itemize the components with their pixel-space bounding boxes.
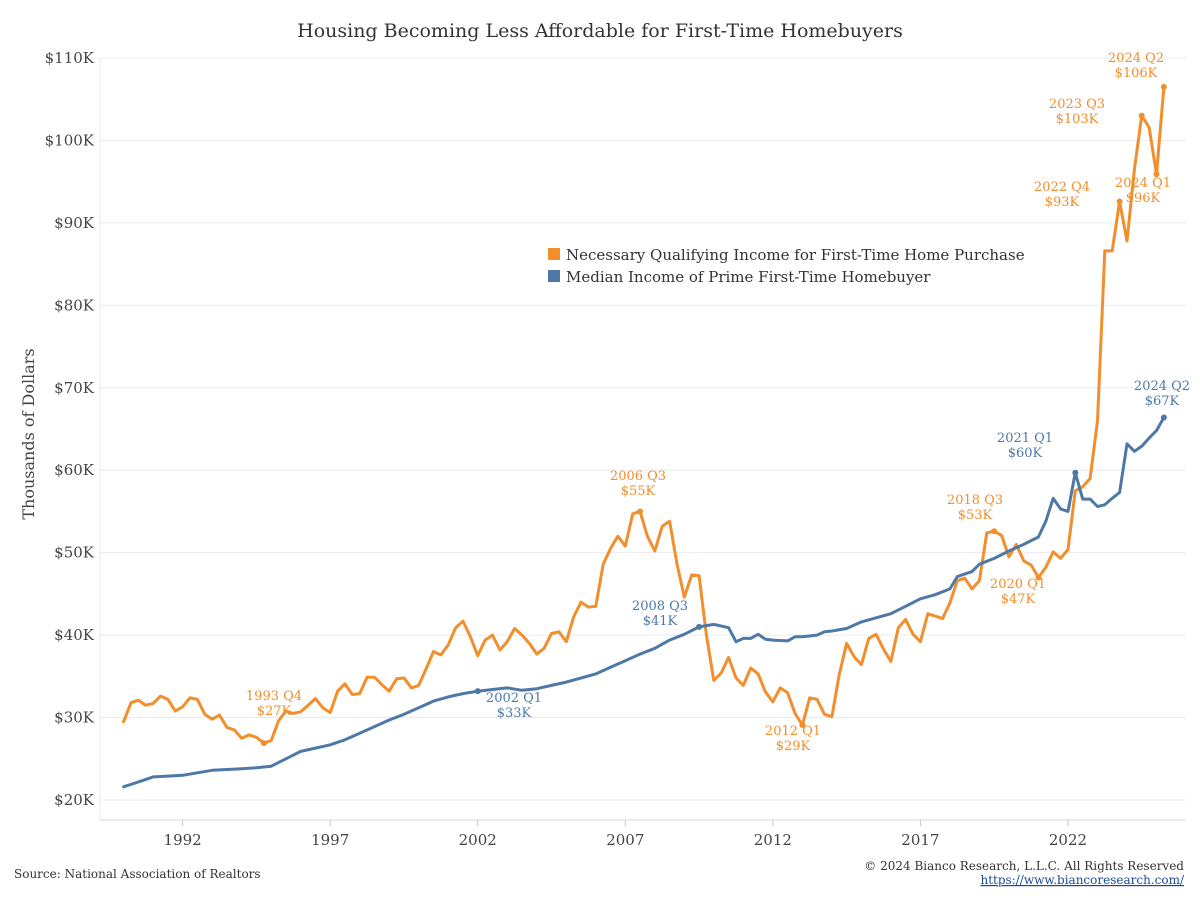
y-tick-label: $40K bbox=[54, 626, 95, 644]
annotation-point bbox=[1160, 414, 1167, 421]
annotation-period: 2024 Q1 bbox=[1115, 176, 1171, 191]
annotation-value: $33K bbox=[497, 706, 532, 721]
annotation-value: $96K bbox=[1126, 191, 1161, 206]
annotation-point bbox=[1072, 469, 1079, 476]
series-lines bbox=[122, 85, 1166, 789]
annotation-point bbox=[260, 740, 267, 747]
gridlines bbox=[99, 57, 1186, 820]
annotation-value: $67K bbox=[1145, 394, 1180, 409]
annotation-value: $29K bbox=[776, 739, 811, 754]
series-line-qualifying-income bbox=[122, 85, 1166, 745]
annotation-value: $103K bbox=[1056, 112, 1099, 127]
annotation-point bbox=[637, 508, 644, 515]
y-axis-title: Thousands of Dollars bbox=[19, 348, 38, 519]
y-tick-label: $50K bbox=[54, 544, 95, 562]
y-tick-label: $100K bbox=[45, 131, 95, 149]
legend-item-qualifying-income: Necessary Qualifying Income for First-Ti… bbox=[548, 246, 1025, 264]
legend: Necessary Qualifying Income for First-Ti… bbox=[548, 246, 1025, 286]
x-tick-label: 1992 bbox=[164, 831, 202, 849]
annotation-value: $47K bbox=[1001, 592, 1036, 607]
annotation-period: 2024 Q2 bbox=[1134, 379, 1190, 394]
annotation-point bbox=[696, 623, 703, 630]
x-tick-label: 2012 bbox=[754, 831, 792, 849]
annotation-point bbox=[1160, 83, 1167, 90]
y-tick-label: $60K bbox=[54, 461, 95, 479]
x-tick-label: 2007 bbox=[606, 831, 644, 849]
legend-swatch-qualifying-income bbox=[548, 248, 560, 260]
x-tick-label: 1997 bbox=[311, 831, 349, 849]
annotation-point bbox=[1035, 574, 1042, 581]
annotation-period: 2018 Q3 bbox=[947, 493, 1003, 508]
y-tick-label: $110K bbox=[45, 49, 95, 67]
copyright-note: © 2024 Bianco Research, L.L.C. All Right… bbox=[864, 859, 1184, 873]
x-axis-ticks: 1992 1997 2002 2007 2012 2017 2022 bbox=[164, 820, 1087, 849]
y-tick-label: $70K bbox=[54, 379, 95, 397]
annotation-period: 1993 Q4 bbox=[246, 689, 302, 704]
website-link[interactable]: https://www.biancoresearch.com/ bbox=[980, 873, 1184, 887]
annotation-value: $53K bbox=[958, 508, 993, 523]
y-tick-label: $30K bbox=[54, 709, 95, 727]
annotations: 1993 Q4$27K 2006 Q3$55K 2012 Q1$29K 2018 Q3… bbox=[246, 51, 1190, 754]
annotation-period: 2020 Q1 bbox=[990, 577, 1046, 592]
annotation-point bbox=[799, 721, 806, 728]
annotation-period: 2008 Q3 bbox=[632, 599, 688, 614]
annotation-value: $41K bbox=[643, 614, 678, 629]
annotation-value: $27K bbox=[257, 704, 292, 719]
source-note: Source: National Association of Realtors bbox=[14, 867, 261, 881]
y-tick-label: $90K bbox=[54, 214, 95, 232]
annotation-value: $106K bbox=[1115, 66, 1158, 81]
legend-swatch-median-income bbox=[548, 270, 560, 282]
annotation-period: 2021 Q1 bbox=[997, 431, 1053, 446]
annotation-point bbox=[1138, 112, 1145, 119]
chart-title: Housing Becoming Less Affordable for Fir… bbox=[297, 20, 903, 42]
series-line-median-income bbox=[122, 416, 1166, 789]
annotation-period: 2006 Q3 bbox=[610, 469, 666, 484]
annotation-point bbox=[1116, 198, 1123, 205]
legend-label-median-income: Median Income of Prime First-Time Homebu… bbox=[566, 268, 931, 286]
y-tick-label: $80K bbox=[54, 296, 95, 314]
annotation-period: 2002 Q1 bbox=[486, 691, 542, 706]
annotation-period: 2024 Q2 bbox=[1108, 51, 1164, 66]
annotation-period: 2012 Q1 bbox=[765, 724, 821, 739]
annotation-period: 2023 Q3 bbox=[1049, 97, 1105, 112]
annotation-point bbox=[474, 688, 481, 695]
x-tick-label: 2022 bbox=[1049, 831, 1087, 849]
x-tick-label: 2017 bbox=[901, 831, 939, 849]
x-tick-label: 2002 bbox=[459, 831, 497, 849]
annotation-period: 2022 Q4 bbox=[1034, 180, 1090, 195]
y-tick-label: $20K bbox=[54, 791, 95, 809]
annotation-value: $93K bbox=[1045, 195, 1080, 210]
annotation-point bbox=[1153, 171, 1160, 178]
annotation-value: $60K bbox=[1008, 446, 1043, 461]
annotation-point bbox=[991, 528, 998, 535]
legend-label-qualifying-income: Necessary Qualifying Income for First-Ti… bbox=[566, 246, 1025, 264]
y-axis-ticks: $110K $100K $90K $80K $70K $60K $50K $40K $30K $2… bbox=[45, 49, 95, 809]
legend-item-median-income: Median Income of Prime First-Time Homebu… bbox=[548, 268, 931, 286]
annotation-value: $55K bbox=[621, 484, 656, 499]
